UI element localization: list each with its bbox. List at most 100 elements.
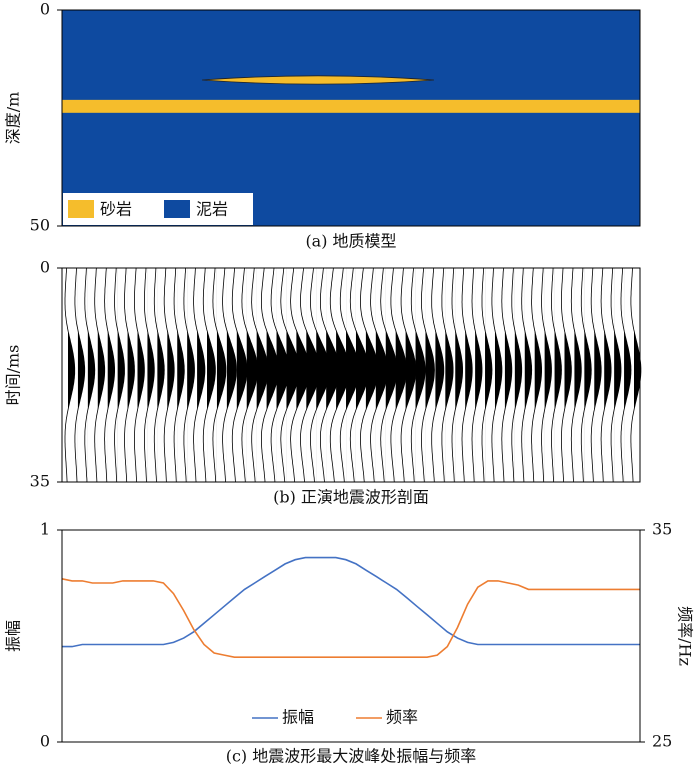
wiggle-fill xyxy=(97,268,105,482)
y-tick-label: 0 xyxy=(40,0,50,19)
wiggle-trace xyxy=(421,267,435,483)
wiggle-fill xyxy=(187,268,195,482)
legend-box xyxy=(63,193,253,225)
wiggle-trace xyxy=(551,267,562,482)
legend-swatch xyxy=(164,200,190,218)
series-line xyxy=(62,556,640,648)
legend-label: 振幅 xyxy=(282,708,314,727)
wiggle-trace xyxy=(193,267,206,483)
wiggle-trace xyxy=(441,267,454,483)
wiggle-fill xyxy=(246,268,258,482)
wiggle-fill xyxy=(68,268,75,482)
wiggle-fill xyxy=(276,268,289,482)
y2-tick-label: 25 xyxy=(652,732,672,751)
wiggle-trace xyxy=(491,267,503,483)
y-axis-label: 振幅 xyxy=(4,620,23,652)
wiggle-fill xyxy=(157,268,165,482)
wiggle-fill xyxy=(346,268,359,482)
wiggle-fill xyxy=(256,268,268,482)
wiggle-fill xyxy=(137,268,145,482)
wiggle-trace xyxy=(451,267,463,483)
wiggle-fill xyxy=(435,268,444,482)
frame xyxy=(61,9,641,227)
caption: (b) 正演地震波形剖面 xyxy=(273,488,429,507)
sand-layer xyxy=(62,99,640,113)
wiggle-trace xyxy=(64,267,76,483)
wiggle-trace xyxy=(570,267,582,483)
wiggle-fill xyxy=(147,268,155,482)
wiggle-fill xyxy=(475,268,482,482)
wiggle-trace xyxy=(163,267,175,483)
wiggle-fill xyxy=(554,268,562,482)
wiggle-trace xyxy=(202,267,216,483)
wiggle-trace xyxy=(521,267,533,483)
wiggle-fill xyxy=(504,268,512,482)
wiggle-fill xyxy=(485,268,492,482)
wiggle-fill xyxy=(365,268,378,482)
wiggle-trace xyxy=(580,267,592,483)
wiggle-trace xyxy=(153,267,165,483)
wiggle-trace xyxy=(212,267,227,483)
wiggle-trace xyxy=(471,267,483,483)
wiggle-fill xyxy=(216,268,226,482)
wiggle-trace xyxy=(410,267,426,483)
wiggle-trace xyxy=(74,267,86,483)
y2-tick-label: 35 xyxy=(652,520,672,539)
wiggle-fill xyxy=(634,268,641,482)
wiggle-fill xyxy=(385,268,397,482)
wiggle-fill xyxy=(77,268,85,482)
wiggle-fill xyxy=(494,268,502,482)
y-tick-label: 0 xyxy=(40,732,50,751)
wiggle-trace xyxy=(134,267,145,483)
y-tick-label: 35 xyxy=(30,472,50,491)
wiggle-trace xyxy=(461,267,473,483)
wiggle-trace xyxy=(431,267,445,483)
wiggle-fill xyxy=(524,268,532,482)
caption: (c) 地震波形最大波峰处振幅与频率 xyxy=(226,747,477,766)
wiggle-trace xyxy=(610,267,622,483)
legend-swatch xyxy=(68,200,94,218)
y-axis-label: 时间/ms xyxy=(4,345,23,406)
frame xyxy=(61,529,641,743)
wiggle-trace xyxy=(501,267,513,483)
wiggle-fill xyxy=(594,268,602,482)
wiggle-fill xyxy=(564,268,572,482)
wiggle-fill xyxy=(197,268,205,482)
wiggle-fill xyxy=(604,268,612,482)
sand-lens xyxy=(201,75,435,85)
wiggle-fill xyxy=(316,268,330,482)
wiggle-trace xyxy=(84,267,96,482)
wiggle-fill xyxy=(207,268,216,482)
wiggle-fill xyxy=(306,268,320,482)
wiggle-trace xyxy=(590,267,602,483)
wiggle-fill xyxy=(425,268,435,482)
caption: (a) 地质模型 xyxy=(305,232,396,251)
wiggle-fill xyxy=(296,268,310,482)
wiggle-trace xyxy=(114,267,125,483)
wiggle-fill xyxy=(465,268,473,482)
wiggle-trace xyxy=(630,267,642,483)
wiggle-trace xyxy=(481,267,493,483)
wiggle-fill xyxy=(286,268,300,482)
wiggle-fill xyxy=(574,268,582,482)
wiggle-fill xyxy=(266,268,279,482)
wiggle-fill xyxy=(107,268,115,482)
wiggle-fill xyxy=(415,268,426,482)
wiggle-trace xyxy=(541,267,552,483)
wiggle-fill xyxy=(127,268,135,482)
y2-axis-label: 频率/Hz xyxy=(676,606,695,666)
wiggle-trace xyxy=(94,267,106,483)
wiggle-fill xyxy=(395,268,407,482)
wiggle-fill xyxy=(87,268,95,482)
legend-label: 泥岩 xyxy=(196,200,228,219)
wiggle-fill xyxy=(167,268,175,482)
wiggle-trace xyxy=(620,267,632,483)
frame xyxy=(61,267,641,483)
y-axis-label: 深度/m xyxy=(4,92,23,145)
mudstone xyxy=(62,10,640,226)
wiggle-trace xyxy=(104,267,115,483)
y-tick-label: 0 xyxy=(40,258,50,277)
wiggle-fill xyxy=(584,268,592,482)
wiggle-fill xyxy=(355,268,369,482)
legend-label: 频率 xyxy=(386,708,418,727)
